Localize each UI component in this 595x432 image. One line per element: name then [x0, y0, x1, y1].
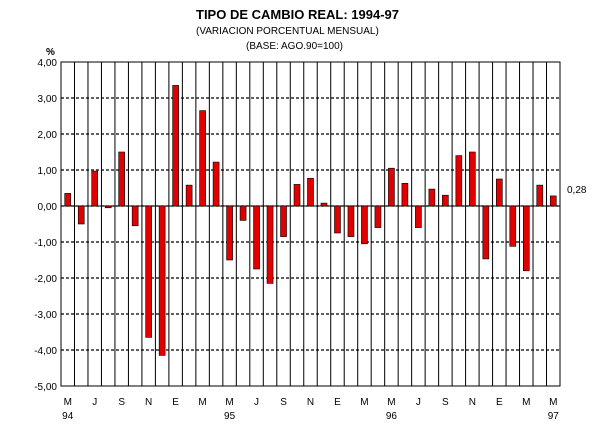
- x-tick-label: S: [442, 397, 449, 408]
- bar: [307, 177, 314, 207]
- bar: [293, 184, 301, 207]
- x-tick-label: M: [549, 397, 557, 408]
- year-label: 95: [224, 411, 236, 422]
- bar: [320, 202, 328, 207]
- x-tick-label: E: [496, 397, 503, 408]
- bar: [77, 205, 85, 225]
- bar: [226, 205, 233, 261]
- bar: [522, 205, 530, 272]
- x-tick-label: S: [118, 397, 125, 408]
- bar: [104, 205, 112, 209]
- chart-base-note: (BASE: AGO.90=100): [246, 41, 343, 52]
- x-tick-label: N: [145, 397, 152, 408]
- x-tick-label: M: [64, 397, 72, 408]
- bar: [401, 183, 409, 207]
- y-axis-unit: %: [46, 47, 55, 58]
- bar: [185, 184, 193, 207]
- chart-subtitle: (VARIACION PORCENTUAL MENSUAL): [196, 26, 379, 37]
- x-tick-label: M: [387, 397, 395, 408]
- bar: [442, 194, 449, 207]
- bar: [239, 205, 247, 221]
- y-tick-label: -3,00: [34, 310, 57, 321]
- bar: [145, 205, 152, 338]
- year-label: 97: [548, 411, 560, 422]
- bar: [334, 205, 341, 234]
- x-tick-label: M: [522, 397, 530, 408]
- bar: [496, 178, 503, 207]
- y-tick-label: 0,00: [38, 202, 58, 213]
- year-label: 96: [386, 411, 398, 422]
- x-tick-label: M: [225, 397, 233, 408]
- y-tick-label: 1,00: [38, 166, 58, 177]
- x-tick-label: J: [92, 397, 97, 408]
- bar: [428, 188, 436, 207]
- bar: [536, 184, 544, 207]
- y-tick-label: -5,00: [34, 382, 57, 393]
- y-tick-label: 4,00: [38, 58, 58, 69]
- bar: [158, 205, 166, 356]
- bar: [199, 110, 206, 207]
- y-tick-label: 2,00: [38, 130, 58, 141]
- bar: [91, 170, 99, 207]
- bar: [172, 85, 179, 207]
- bar: [415, 205, 422, 228]
- y-tick-label: -2,00: [34, 274, 57, 285]
- bar: [131, 205, 139, 227]
- bar: [118, 151, 125, 207]
- plot-frame: [60, 61, 561, 387]
- last-value-label: 0,28: [567, 185, 587, 196]
- bar: [549, 195, 557, 207]
- x-tick-label: N: [307, 397, 314, 408]
- x-tick-label: E: [172, 397, 179, 408]
- x-tick-label: M: [360, 397, 368, 408]
- bar: [280, 205, 287, 237]
- bar: [266, 205, 274, 284]
- bar: [212, 161, 220, 207]
- chart-title: TIPO DE CAMBIO REAL: 1994-97: [196, 7, 399, 22]
- y-tick-label: 3,00: [38, 94, 58, 105]
- bar: [469, 151, 476, 207]
- bar: [482, 205, 490, 260]
- x-tick-label: J: [254, 397, 259, 408]
- year-label: 94: [62, 411, 74, 422]
- bar: [374, 205, 382, 228]
- bar: [509, 205, 517, 247]
- x-tick-label: S: [280, 397, 287, 408]
- x-tick-label: E: [334, 397, 341, 408]
- x-tick-label: J: [416, 397, 421, 408]
- y-tick-label: -1,00: [34, 238, 57, 249]
- bar: [64, 193, 72, 207]
- bar: [388, 167, 395, 207]
- x-tick-label: M: [198, 397, 206, 408]
- bar: [347, 205, 355, 237]
- bar: [455, 155, 463, 207]
- x-tick-label: N: [469, 397, 476, 408]
- bar: [361, 205, 368, 245]
- y-tick-label: -4,00: [34, 346, 57, 357]
- bar: [253, 205, 260, 270]
